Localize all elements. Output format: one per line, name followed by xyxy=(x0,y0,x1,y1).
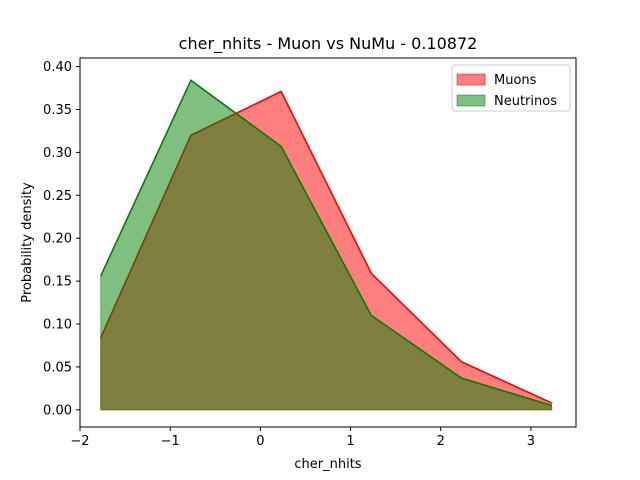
series-layer xyxy=(100,79,553,411)
x-axis: −2 −1 0 1 2 3 xyxy=(70,427,535,449)
y-axis: 0.00 0.05 0.10 0.15 0.20 0.25 0.30 0.35 0.40 xyxy=(43,60,80,418)
x-tick-label: 0 xyxy=(256,434,264,449)
plot-frame xyxy=(79,57,577,428)
x-tick-label: 2 xyxy=(437,434,445,449)
y-tick-label: 0.25 xyxy=(43,189,72,204)
chart-title: cher_nhits - Muon vs NuMu - 0.10872 xyxy=(179,34,478,54)
y-tick-label: 0.15 xyxy=(43,275,72,290)
x-tick-label: −2 xyxy=(70,434,89,449)
x-tick-label: 1 xyxy=(346,434,354,449)
legend-swatch-muons xyxy=(456,73,486,86)
y-axis-label: Probability density xyxy=(20,182,35,303)
series-line-neutrinos xyxy=(100,79,552,407)
x-axis-label: cher_nhits xyxy=(294,457,361,472)
x-tick-label: −1 xyxy=(161,434,180,449)
x-tick-label: 3 xyxy=(527,434,535,449)
y-tick-label: 0.30 xyxy=(43,146,72,161)
legend-label-neutrinos: Neutrinos xyxy=(494,94,557,109)
y-tick-label: 0.35 xyxy=(43,103,72,118)
y-tick-label: 0.05 xyxy=(43,360,72,375)
y-tick-label: 0.20 xyxy=(43,232,72,247)
y-tick-label: 0.10 xyxy=(43,318,72,333)
legend: Muons Neutrinos xyxy=(451,64,571,112)
legend-swatch-neutrinos xyxy=(456,94,486,107)
y-tick-label: 0.00 xyxy=(43,403,72,418)
legend-label-muons: Muons xyxy=(494,73,537,88)
y-tick-label: 0.40 xyxy=(43,60,72,75)
